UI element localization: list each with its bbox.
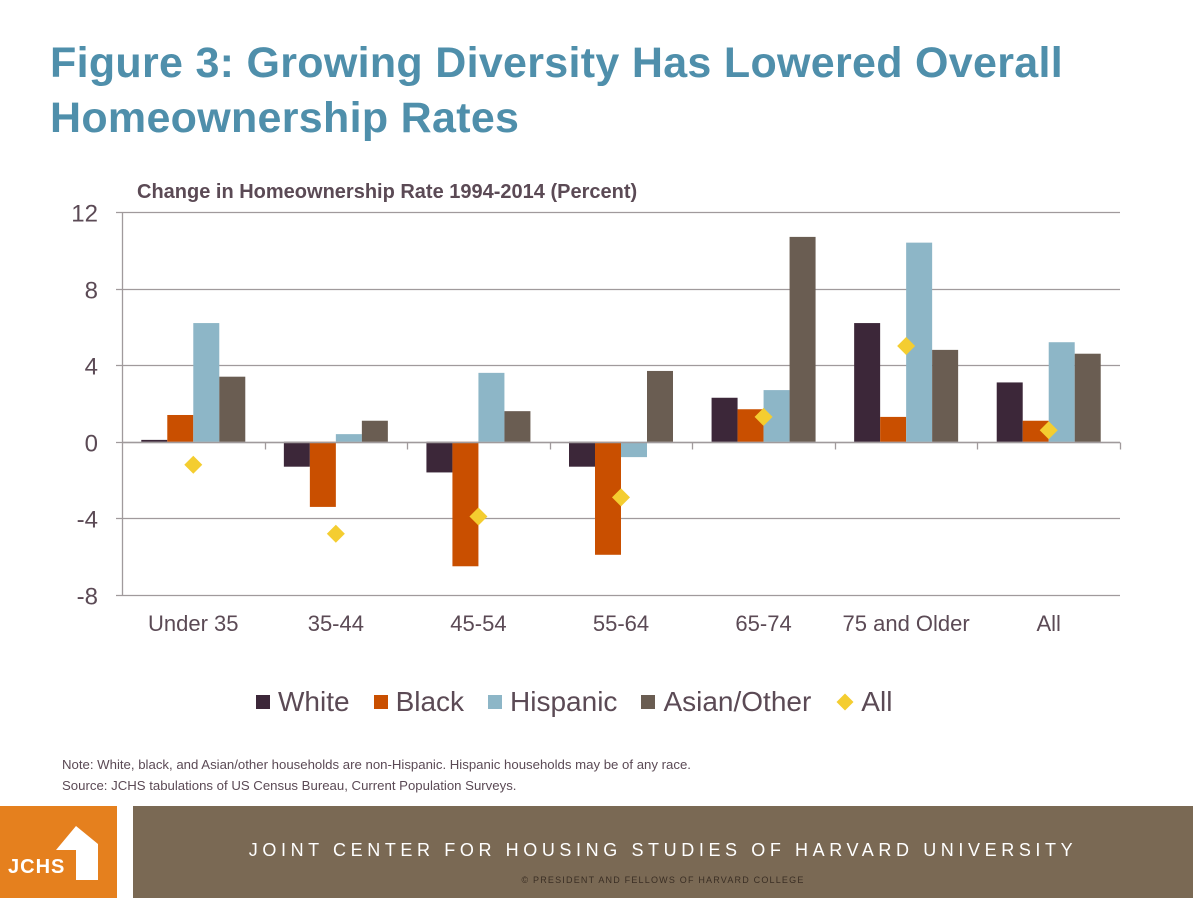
- legend-item-asian-other: Asian/Other: [641, 686, 811, 718]
- chart-title: Change in Homeownership Rate 1994-2014 (…: [137, 181, 637, 203]
- bar-chart: Change in Homeownership Rate 1994-2014 (…: [71, 181, 1122, 636]
- y-tick-label: 0: [85, 431, 98, 458]
- all-markers: [184, 337, 1058, 543]
- y-tick-label: 4: [85, 354, 98, 381]
- bar-asian-other-6: [1074, 353, 1101, 442]
- marker-all-1: [326, 524, 345, 543]
- bar-black-2: [452, 441, 479, 567]
- bar-black-0: [167, 414, 194, 442]
- legend-label-hispanic: Hispanic: [510, 686, 618, 717]
- legend-diamond-icon: [836, 693, 854, 711]
- organization-name: JOINT CENTER FOR HOUSING STUDIES OF HARV…: [248, 840, 1078, 860]
- legend-item-white: White: [256, 686, 350, 718]
- legend-swatch-hispanic: [488, 695, 503, 709]
- y-tick-label: -4: [77, 507, 98, 534]
- legend-item-all: All: [835, 686, 892, 718]
- legend-label-white: White: [278, 686, 350, 717]
- bar-hispanic-6: [1048, 342, 1075, 442]
- bar-black-1: [309, 441, 336, 507]
- bar-black-5: [880, 416, 907, 442]
- axes: [121, 212, 1122, 595]
- bar-white-1: [283, 441, 310, 467]
- note-text: Note: White, black, and Asian/other hous…: [62, 757, 691, 772]
- x-tick-label: 35-44: [308, 611, 364, 636]
- bar-asian-other-5: [932, 349, 959, 442]
- marker-all-4: [754, 407, 773, 426]
- bar-asian-other-4: [789, 236, 816, 442]
- bar-hispanic-0: [193, 323, 220, 442]
- bar-white-3: [569, 441, 595, 467]
- x-tick-label: Under 35: [148, 611, 239, 636]
- legend-item-black: Black: [373, 686, 465, 718]
- legend-swatch-white: [256, 695, 270, 709]
- x-tick-label: 65-74: [735, 611, 791, 636]
- legend-label-black: Black: [395, 686, 465, 717]
- marker-all-2: [469, 507, 488, 526]
- chart-notes: Note: White, black, and Asian/other hous…: [62, 754, 691, 796]
- footer-bar: JOINT CENTER FOR HOUSING STUDIES OF HARV…: [133, 806, 1193, 898]
- page-title: Figure 3: Growing Diversity Has Lowered …: [50, 39, 1063, 142]
- bar-white-4: [711, 397, 738, 442]
- bar-hispanic-2: [478, 372, 505, 442]
- bar-asian-other-3: [647, 370, 673, 442]
- logo-text: JCHS: [8, 856, 66, 878]
- chart-legend: White Black Hispanic Asian/Other All: [256, 686, 892, 718]
- x-tick-label: 75 and Older: [843, 611, 970, 636]
- y-tick-label: 12: [71, 201, 98, 228]
- legend-swatch-black: [373, 695, 388, 709]
- bars: [141, 236, 1101, 567]
- bar-asian-other-2: [504, 411, 531, 442]
- bar-asian-other-0: [219, 376, 246, 442]
- legend-label-asian-other: Asian/Other: [663, 686, 812, 717]
- y-tick-label: -8: [77, 584, 98, 611]
- source-text: Source: JCHS tabulations of US Census Bu…: [62, 778, 517, 793]
- y-axis-ticks: 12 8 4 0 -4 -8: [71, 201, 98, 611]
- legend-swatch-asian-other: [641, 695, 656, 709]
- x-tick-label: 45-54: [450, 611, 506, 636]
- bar-black-6: [1022, 420, 1049, 442]
- marker-all-5: [897, 337, 916, 356]
- bar-white-5: [854, 323, 881, 442]
- jchs-logo: JCHS: [0, 806, 117, 898]
- bar-asian-other-1: [361, 420, 388, 442]
- bar-hispanic-1: [335, 434, 362, 442]
- x-axis-ticks: Under 35 35-44 45-54 55-64 65-74 75 and Older…: [148, 611, 1061, 636]
- y-tick-label: 8: [85, 278, 98, 305]
- bar-white-0: [141, 439, 168, 442]
- copyright-text: © PRESIDENT AND FELLOWS OF HARVARD COLLE…: [521, 875, 805, 885]
- legend-item-hispanic: Hispanic: [488, 686, 617, 718]
- house-icon: [56, 826, 98, 880]
- bar-hispanic-3: [621, 441, 647, 458]
- x-tick-label: 55-64: [593, 611, 649, 636]
- bar-white-2: [426, 441, 453, 473]
- x-tick-label: All: [1036, 611, 1060, 636]
- marker-all-0: [184, 455, 203, 474]
- bar-white-6: [996, 382, 1023, 442]
- legend-label-all: All: [861, 686, 893, 717]
- marker-all-3: [612, 488, 630, 507]
- marker-all-6: [1039, 421, 1058, 440]
